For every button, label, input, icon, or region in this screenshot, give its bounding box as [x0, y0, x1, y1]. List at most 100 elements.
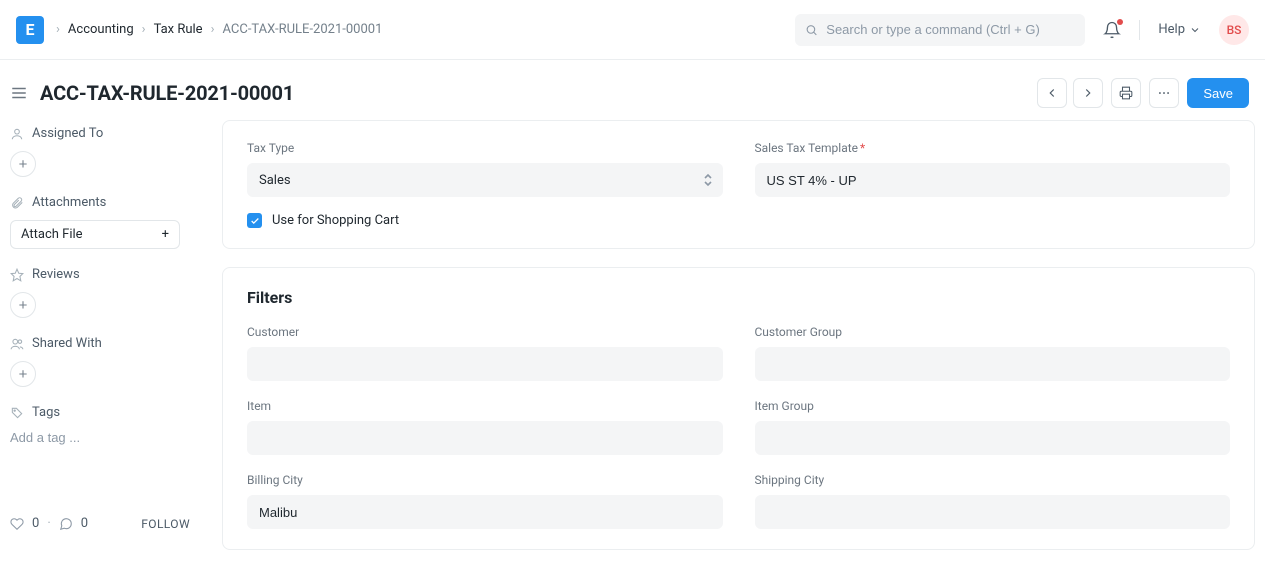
next-button[interactable]	[1073, 78, 1103, 108]
customer-label: Customer	[247, 325, 723, 339]
topbar-right: Help BS	[1103, 15, 1249, 45]
more-button[interactable]	[1149, 78, 1179, 108]
comment-count: 0	[81, 516, 88, 531]
attachments-label: Attachments	[32, 195, 106, 210]
notification-dot	[1117, 19, 1123, 25]
breadcrumb-current: ACC-TAX-RULE-2021-00001	[223, 22, 383, 37]
chevron-down-icon	[1189, 24, 1201, 36]
sales-tax-template-label: Sales Tax Template*	[755, 141, 1231, 155]
separator-dot: ·	[47, 516, 50, 531]
tax-type-card: Tax Type Sales Sales Tax Template*	[222, 120, 1255, 249]
user-icon	[10, 127, 24, 141]
billing-city-label: Billing City	[247, 473, 723, 487]
search-input[interactable]	[826, 22, 1075, 37]
users-icon	[10, 337, 24, 351]
doc-footer: 0 · 0 FOLLOW	[10, 516, 200, 531]
tag-input[interactable]	[10, 430, 200, 445]
item-label: Item	[247, 399, 723, 413]
breadcrumb: › Accounting › Tax Rule › ACC-TAX-RULE-2…	[56, 22, 382, 37]
tax-type-select[interactable]: Sales	[247, 163, 723, 197]
like-count: 0	[32, 516, 39, 531]
tags-section: Tags	[10, 405, 200, 446]
attachments-section: Attachments Attach File +	[10, 195, 200, 249]
layout: Assigned To + Attachments Attach File + …	[0, 120, 1265, 588]
item-field: Item	[247, 399, 723, 455]
check-icon	[250, 216, 260, 226]
heart-icon[interactable]	[10, 517, 24, 531]
star-icon	[10, 268, 24, 282]
avatar-initials: BS	[1227, 23, 1242, 37]
tax-type-value: Sales	[259, 173, 291, 188]
tax-type-label: Tax Type	[247, 141, 723, 155]
avatar[interactable]: BS	[1219, 15, 1249, 45]
tax-type-field: Tax Type Sales	[247, 141, 723, 197]
sidebar: Assigned To + Attachments Attach File + …	[10, 120, 210, 568]
customer-input[interactable]	[247, 347, 723, 381]
customer-group-label: Customer Group	[755, 325, 1231, 339]
paperclip-icon	[10, 196, 24, 210]
save-button[interactable]: Save	[1187, 78, 1249, 108]
divider	[1139, 20, 1140, 40]
required-indicator: *	[860, 141, 865, 155]
add-share-button[interactable]: +	[10, 361, 36, 387]
more-horizontal-icon	[1157, 86, 1171, 100]
global-search[interactable]	[795, 14, 1085, 46]
chevron-right-icon: ›	[142, 22, 146, 37]
reviews-label: Reviews	[32, 267, 80, 282]
tags-label: Tags	[32, 405, 60, 420]
add-review-button[interactable]: +	[10, 292, 36, 318]
item-group-label: Item Group	[755, 399, 1231, 413]
breadcrumb-tax-rule[interactable]: Tax Rule	[154, 22, 203, 37]
sales-tax-template-input[interactable]	[755, 163, 1231, 197]
sidebar-toggle[interactable]	[10, 84, 28, 102]
shopping-cart-checkbox[interactable]	[247, 213, 262, 228]
page-header: ACC-TAX-RULE-2021-00001 Save	[0, 60, 1265, 120]
plus-icon: +	[162, 227, 169, 242]
menu-icon	[10, 84, 28, 102]
logo[interactable]: E	[16, 16, 44, 44]
tag-icon	[10, 406, 24, 420]
item-group-field: Item Group	[755, 399, 1231, 455]
help-menu[interactable]: Help	[1158, 22, 1201, 37]
reviews-section: Reviews +	[10, 267, 200, 318]
filter-grid: Customer Customer Group Item Item Group …	[247, 325, 1230, 529]
sales-tax-template-value[interactable]	[767, 173, 1219, 188]
printer-icon	[1119, 86, 1133, 100]
chevron-left-icon	[1045, 86, 1059, 100]
filters-title: Filters	[247, 288, 1230, 307]
notifications-button[interactable]	[1103, 21, 1121, 39]
chevron-right-icon: ›	[56, 22, 60, 37]
pager	[1037, 78, 1103, 108]
add-assignee-button[interactable]: +	[10, 151, 36, 177]
prev-button[interactable]	[1037, 78, 1067, 108]
assigned-to-label: Assigned To	[32, 126, 103, 141]
shipping-city-label: Shipping City	[755, 473, 1231, 487]
attach-file-label: Attach File	[21, 227, 83, 242]
follow-button[interactable]: FOLLOW	[141, 517, 190, 531]
shopping-cart-label: Use for Shopping Cart	[272, 213, 399, 228]
breadcrumb-accounting[interactable]: Accounting	[68, 22, 134, 37]
chevron-right-icon: ›	[211, 22, 215, 37]
customer-group-field: Customer Group	[755, 325, 1231, 381]
shopping-cart-checkbox-row: Use for Shopping Cart	[247, 213, 1230, 228]
shipping-city-field: Shipping City	[755, 473, 1231, 529]
page-title: ACC-TAX-RULE-2021-00001	[40, 81, 294, 105]
shipping-city-input[interactable]	[755, 495, 1231, 529]
billing-city-input[interactable]	[247, 495, 723, 529]
billing-city-field: Billing City	[247, 473, 723, 529]
filters-card: Filters Customer Customer Group Item Ite…	[222, 267, 1255, 550]
assigned-to-section: Assigned To +	[10, 126, 200, 177]
item-input[interactable]	[247, 421, 723, 455]
item-group-input[interactable]	[755, 421, 1231, 455]
print-button[interactable]	[1111, 78, 1141, 108]
customer-field: Customer	[247, 325, 723, 381]
select-caret-icon	[703, 173, 713, 187]
logo-letter: E	[26, 20, 35, 39]
help-label: Help	[1158, 22, 1185, 37]
chevron-right-icon	[1081, 86, 1095, 100]
comment-icon[interactable]	[59, 517, 73, 531]
attach-file-button[interactable]: Attach File +	[10, 220, 180, 249]
topbar: E › Accounting › Tax Rule › ACC-TAX-RULE…	[0, 0, 1265, 60]
customer-group-input[interactable]	[755, 347, 1231, 381]
sales-tax-template-field: Sales Tax Template*	[755, 141, 1231, 197]
